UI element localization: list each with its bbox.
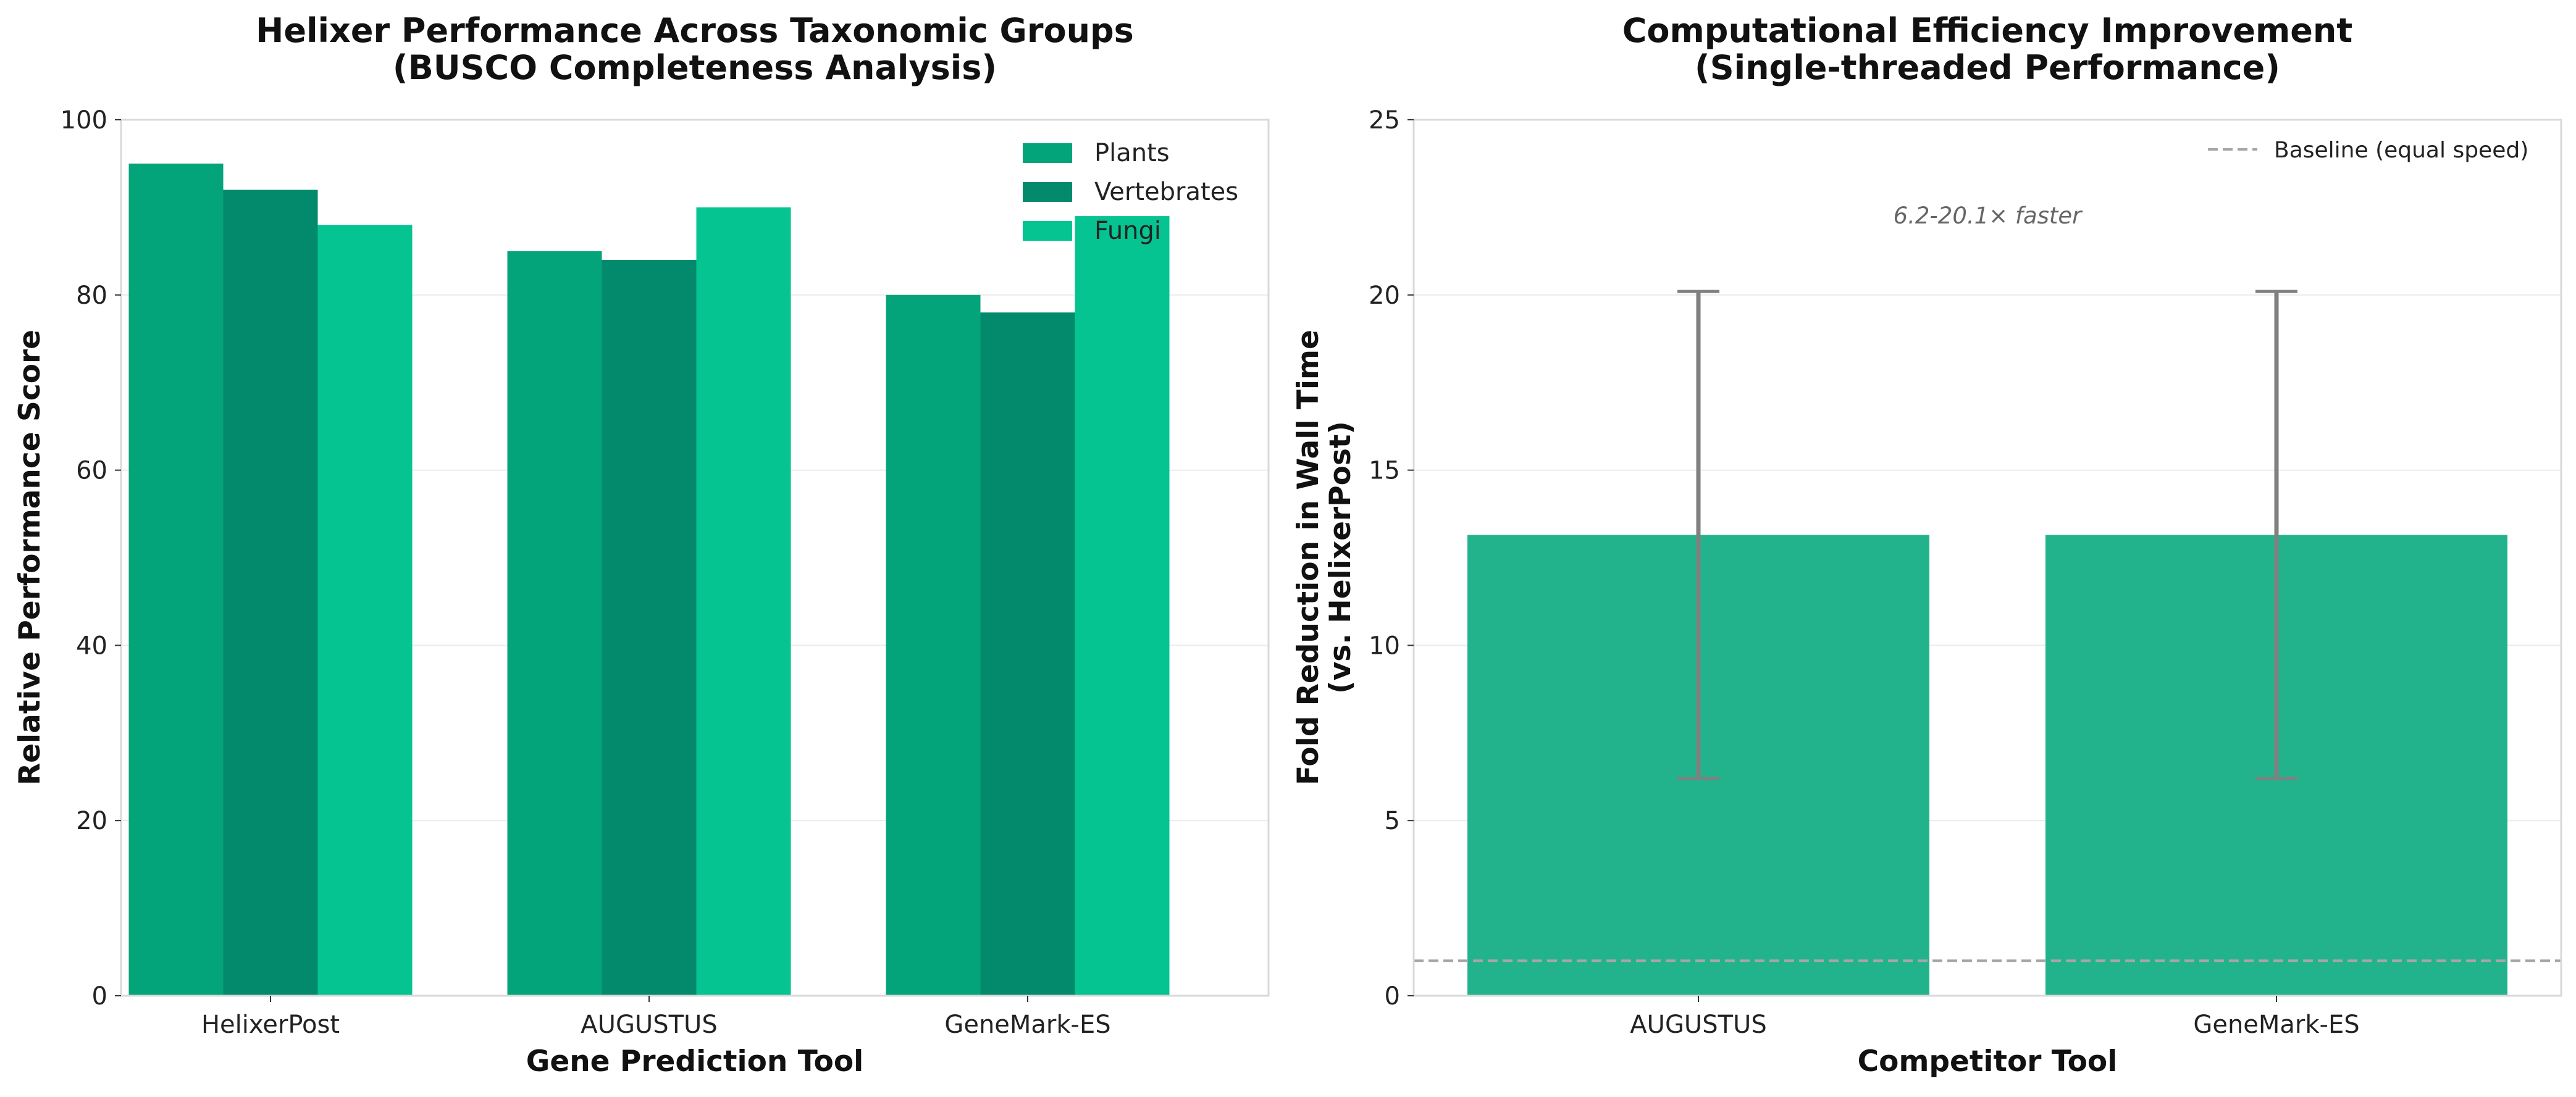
right-y-tick-label: 0 — [1385, 982, 1400, 1011]
right-legend: Baseline (equal speed) — [2208, 138, 2528, 163]
right-y-tick-label: 15 — [1369, 457, 1400, 485]
left-x-ticks: HelixerPost AUGUSTUS GeneMark-ES — [201, 996, 1111, 1039]
bar-plants-helixerpost — [128, 163, 224, 996]
left-x-axis-label: Gene Prediction Tool — [526, 1045, 863, 1078]
right-chart-title: Computational Efficiency Improvement — [1622, 11, 2352, 50]
right-y-tick-label: 10 — [1369, 632, 1400, 660]
right-y-tick-label: 5 — [1385, 807, 1400, 835]
left-chart: 0 20 40 60 80 100 HelixerPost AUGUSTUS GeneMark… — [13, 11, 1270, 1078]
right-y-ticks: 0 5 10 15 20 25 — [1369, 106, 1414, 1011]
right-plot-frame — [1412, 119, 2562, 997]
legend-swatch-fungi — [1023, 221, 1072, 241]
left-x-tick-label: GeneMark-ES — [944, 1011, 1110, 1039]
left-y-ticks: 0 20 40 60 80 100 — [61, 106, 121, 1011]
left-legend: Plants Vertebrates Fungi — [1023, 139, 1238, 245]
left-x-tick-label: AUGUSTUS — [581, 1011, 717, 1039]
legend-swatch-vertebrates — [1023, 182, 1072, 202]
left-bars — [128, 163, 1170, 996]
left-plot-frame — [120, 119, 1270, 997]
right-y-axis-label-line2: (vs. HelixerPost) — [1324, 421, 1357, 694]
right-y-axis-label-line1: Fold Reduction in Wall Time — [1291, 330, 1325, 785]
left-y-tick-label: 60 — [76, 457, 107, 485]
right-y-tick-label: 25 — [1369, 106, 1400, 135]
left-y-tick-label: 20 — [76, 807, 107, 835]
right-chart: 0 5 10 15 20 25 AUGUSTUS GeneMark-ES Computati… — [1291, 11, 2562, 1078]
right-y-tick-label: 20 — [1369, 282, 1400, 310]
left-y-tick-label: 80 — [76, 282, 107, 310]
baseline-legend-label: Baseline (equal speed) — [2274, 138, 2528, 163]
right-x-tick-label: AUGUSTUS — [1630, 1011, 1766, 1039]
left-y-axis-label: Relative Performance Score — [13, 330, 47, 785]
bar-fungi-augustus — [696, 207, 791, 996]
bar-fungi-genemark-es — [1075, 216, 1170, 996]
left-chart-subtitle: (BUSCO Completeness Analysis) — [393, 48, 997, 87]
legend-label-fungi: Fungi — [1094, 217, 1161, 245]
left-y-tick-label: 40 — [76, 632, 107, 660]
left-y-tick-label: 0 — [92, 982, 107, 1011]
right-error-bars — [1677, 290, 2297, 780]
legend-swatch-plants — [1023, 143, 1072, 163]
right-x-axis-label: Competitor Tool — [1858, 1045, 2118, 1078]
right-x-tick-label: GeneMark-ES — [2193, 1011, 2359, 1039]
left-y-tick-label: 100 — [61, 106, 107, 135]
bar-fungi-helixerpost — [317, 225, 413, 996]
right-chart-subtitle: (Single-threaded Performance) — [1695, 48, 2280, 87]
bar-plants-augustus — [507, 251, 602, 996]
speedup-annotation: 6.2-20.1× faster — [1894, 202, 2084, 229]
bar-vertebrates-genemark-es — [980, 312, 1075, 996]
bar-vertebrates-helixerpost — [223, 190, 318, 996]
right-x-ticks: AUGUSTUS GeneMark-ES — [1630, 996, 2360, 1039]
legend-label-plants: Plants — [1094, 139, 1170, 167]
left-chart-title: Helixer Performance Across Taxonomic Gro… — [256, 11, 1134, 50]
bar-plants-genemark-es — [886, 294, 981, 996]
bar-vertebrates-augustus — [602, 260, 697, 996]
legend-label-vertebrates: Vertebrates — [1094, 178, 1238, 206]
left-x-tick-label: HelixerPost — [201, 1011, 340, 1039]
